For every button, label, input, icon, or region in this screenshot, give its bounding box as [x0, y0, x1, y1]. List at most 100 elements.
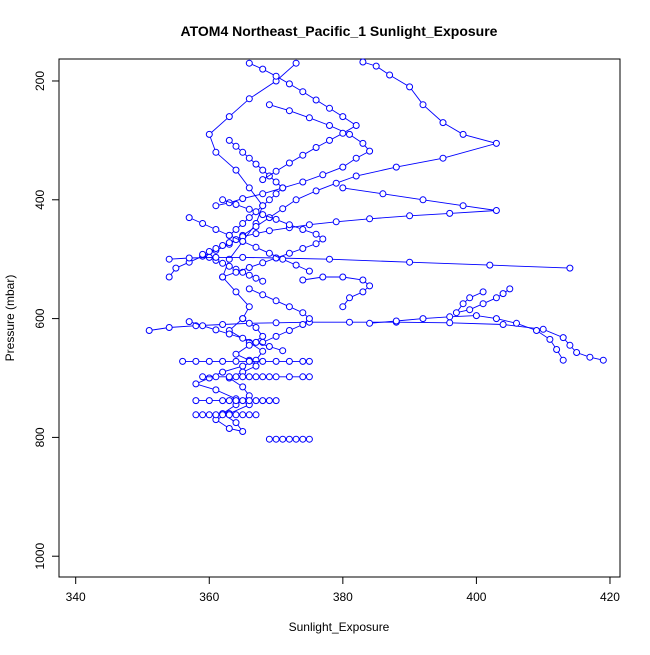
series-12 [225, 136, 287, 239]
data-point [259, 373, 267, 381]
data-point [285, 107, 293, 115]
series-line [249, 62, 358, 180]
data-point [319, 273, 327, 281]
data-point [245, 264, 253, 271]
data-point [239, 148, 247, 156]
data-point [245, 341, 253, 349]
data-point [232, 288, 240, 296]
data-point [145, 327, 153, 334]
data-point [339, 184, 347, 192]
data-point [212, 411, 220, 419]
data-point [272, 332, 280, 340]
data-point [232, 350, 240, 358]
data-point [232, 201, 240, 208]
data-point [352, 172, 360, 180]
series-layer [145, 58, 607, 443]
data-point [299, 309, 307, 317]
series-line [215, 104, 371, 207]
data-point [279, 435, 287, 443]
data-point [366, 147, 374, 155]
data-point [292, 196, 300, 204]
data-point [219, 411, 227, 419]
data-point [279, 205, 287, 213]
data-point [185, 318, 193, 326]
data-point [245, 411, 253, 419]
data-point [492, 207, 500, 214]
chart-title: ATOM4 Northeast_Pacific_1 Sunlight_Expos… [181, 23, 498, 39]
series-17 [199, 373, 313, 381]
data-point [192, 357, 200, 365]
series-14 [245, 285, 313, 346]
data-point [332, 179, 340, 187]
data-point [172, 264, 180, 272]
data-point [252, 362, 260, 370]
x-tick-label: 420 [600, 590, 620, 604]
data-point [339, 163, 347, 171]
data-point [299, 373, 307, 381]
data-point [285, 327, 293, 334]
data-point [239, 334, 247, 342]
y-tick-label: 400 [33, 189, 47, 209]
series-7 [366, 312, 567, 364]
data-point [232, 268, 240, 276]
data-point [212, 373, 220, 381]
data-point [599, 356, 607, 364]
data-point [252, 274, 260, 282]
data-point [212, 253, 220, 261]
series-16 [179, 357, 313, 365]
series-15 [185, 318, 287, 355]
data-point [225, 113, 233, 121]
data-point [366, 319, 374, 327]
data-point [299, 435, 307, 443]
data-point [239, 315, 247, 323]
data-point [479, 300, 487, 308]
data-point [212, 148, 220, 156]
data-point [239, 362, 247, 370]
data-point [265, 249, 273, 257]
series-4 [165, 253, 574, 272]
data-point [299, 357, 307, 365]
data-point [259, 65, 267, 73]
data-point [259, 357, 267, 365]
data-point [265, 373, 273, 381]
data-point [559, 356, 567, 364]
data-point [245, 319, 253, 327]
data-point [239, 237, 247, 245]
data-point [272, 167, 280, 175]
data-point [265, 101, 273, 109]
data-point [245, 214, 253, 222]
data-point [446, 313, 454, 321]
data-point [245, 205, 253, 213]
data-point [305, 114, 313, 122]
data-point [252, 208, 260, 216]
data-point [299, 226, 307, 233]
data-point [586, 353, 594, 361]
data-point [292, 59, 300, 67]
data-point [446, 209, 454, 217]
data-point [285, 221, 293, 229]
x-tick-label: 340 [66, 590, 86, 604]
data-point [285, 435, 293, 443]
data-point [386, 71, 394, 79]
data-point [225, 397, 233, 405]
data-point [419, 315, 427, 323]
data-point [479, 288, 487, 296]
data-point [305, 221, 313, 229]
data-point [346, 294, 353, 302]
data-point [259, 397, 267, 405]
data-point [252, 223, 260, 230]
data-point [265, 227, 273, 235]
data-point [492, 294, 500, 302]
data-point [165, 255, 173, 263]
data-point [272, 190, 280, 198]
data-point [252, 356, 260, 364]
data-point [499, 321, 507, 328]
data-point [205, 397, 213, 405]
data-point [285, 373, 293, 381]
data-point [499, 290, 507, 298]
data-point [285, 249, 293, 257]
data-point [225, 239, 233, 247]
data-point [406, 83, 414, 91]
data-point [219, 321, 227, 328]
data-point [205, 248, 213, 255]
